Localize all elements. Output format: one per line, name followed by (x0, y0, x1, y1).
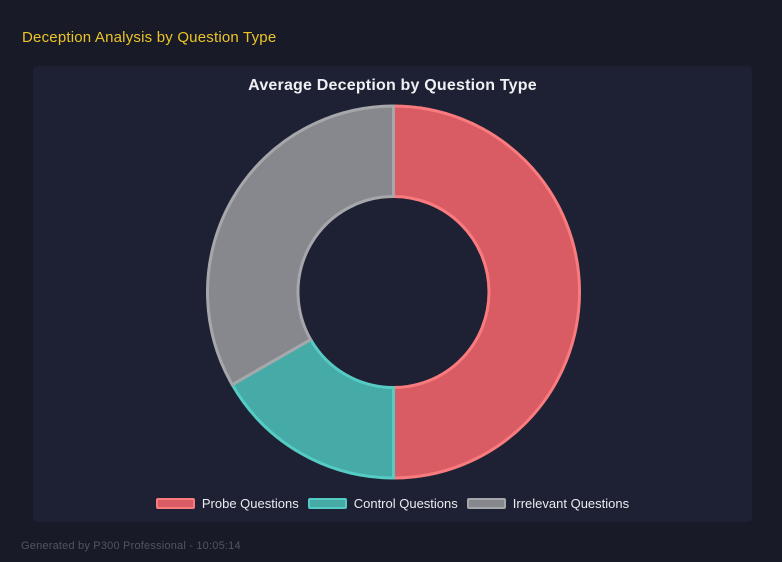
legend-swatch-probe-questions (155, 498, 195, 509)
legend-label: Probe Questions (201, 496, 299, 511)
legend-item-irrelevant-questions[interactable]: Irrelevant Questions (466, 496, 630, 511)
legend-item-probe-questions[interactable]: Probe Questions (155, 496, 299, 511)
chart-legend: Probe Questions Control Questions Irreleva… (33, 496, 752, 511)
donut-segment-irrelevant-questions[interactable] (206, 104, 395, 387)
donut-chart (206, 104, 581, 480)
chart-title: Average Deception by Question Type (248, 77, 537, 94)
legend-swatch-control-questions (307, 498, 347, 509)
legend-item-control-questions[interactable]: Control Questions (307, 496, 458, 511)
donut-segment-probe-questions[interactable] (392, 104, 581, 480)
page-title: Deception Analysis by Question Type (22, 29, 277, 46)
legend-label: Control Questions (353, 496, 458, 511)
footer-text: Generated by P300 Professional - 10:05:1… (21, 540, 241, 552)
legend-label: Irrelevant Questions (512, 496, 630, 511)
donut-segment-control-questions[interactable] (230, 338, 395, 480)
chart-panel: Average Deception by Question Type Probe… (33, 66, 752, 522)
legend-swatch-irrelevant-questions (466, 498, 506, 509)
